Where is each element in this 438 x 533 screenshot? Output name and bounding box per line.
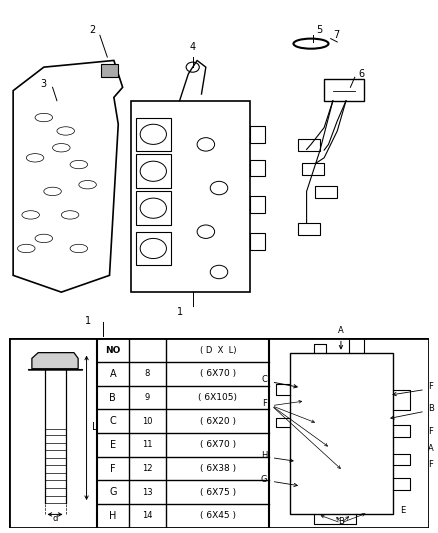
Text: C: C xyxy=(110,416,116,426)
Text: C: C xyxy=(261,375,267,384)
Text: E: E xyxy=(400,506,405,515)
Text: F: F xyxy=(428,460,433,469)
Text: F: F xyxy=(110,464,116,473)
Text: ( 6X70 ): ( 6X70 ) xyxy=(200,369,236,378)
Text: ( D  X  L): ( D X L) xyxy=(200,346,236,355)
Text: 13: 13 xyxy=(142,488,153,497)
Bar xyxy=(324,79,364,101)
Text: 7: 7 xyxy=(333,30,339,41)
Text: 1: 1 xyxy=(85,316,91,326)
Text: B: B xyxy=(338,517,344,526)
Bar xyxy=(302,163,324,175)
Text: NO: NO xyxy=(105,346,120,355)
Text: 2: 2 xyxy=(89,25,95,35)
Text: 14: 14 xyxy=(142,511,153,520)
Text: F: F xyxy=(428,382,433,391)
Bar xyxy=(298,139,320,151)
Text: B: B xyxy=(428,404,434,413)
Text: d: d xyxy=(52,514,58,523)
Text: 4: 4 xyxy=(190,42,196,52)
Text: F: F xyxy=(262,399,267,408)
Text: A: A xyxy=(110,369,116,379)
Bar xyxy=(250,233,265,250)
Text: ( 6X70 ): ( 6X70 ) xyxy=(200,440,236,449)
Text: E: E xyxy=(110,440,116,450)
Bar xyxy=(250,126,265,143)
Bar xyxy=(250,197,265,213)
Text: ( 6X75 ): ( 6X75 ) xyxy=(200,488,236,497)
Bar xyxy=(298,223,320,235)
Bar xyxy=(101,64,118,77)
Text: ( 6X45 ): ( 6X45 ) xyxy=(200,511,236,520)
Text: ( 6X38 ): ( 6X38 ) xyxy=(200,464,236,473)
Text: 3: 3 xyxy=(41,79,47,89)
Text: 10: 10 xyxy=(142,417,153,426)
Text: ( 6X105): ( 6X105) xyxy=(198,393,237,402)
Bar xyxy=(250,159,265,176)
Text: H: H xyxy=(109,511,117,521)
Text: A: A xyxy=(428,443,434,453)
Text: 9: 9 xyxy=(145,393,150,402)
Text: F: F xyxy=(428,427,433,435)
Text: 8: 8 xyxy=(145,369,150,378)
Text: G: G xyxy=(109,487,117,497)
Text: 5: 5 xyxy=(317,25,323,35)
Text: H: H xyxy=(261,451,267,461)
Text: A: A xyxy=(338,326,344,335)
Text: B: B xyxy=(110,393,116,402)
Bar xyxy=(315,187,337,198)
Polygon shape xyxy=(32,353,78,369)
Text: G: G xyxy=(261,475,267,484)
Text: L: L xyxy=(92,422,98,432)
Text: 1: 1 xyxy=(177,308,183,317)
Bar xyxy=(290,353,393,514)
Text: 11: 11 xyxy=(142,440,153,449)
Text: 12: 12 xyxy=(142,464,153,473)
Text: ( 6X20 ): ( 6X20 ) xyxy=(200,417,236,426)
Text: 6: 6 xyxy=(358,69,364,79)
